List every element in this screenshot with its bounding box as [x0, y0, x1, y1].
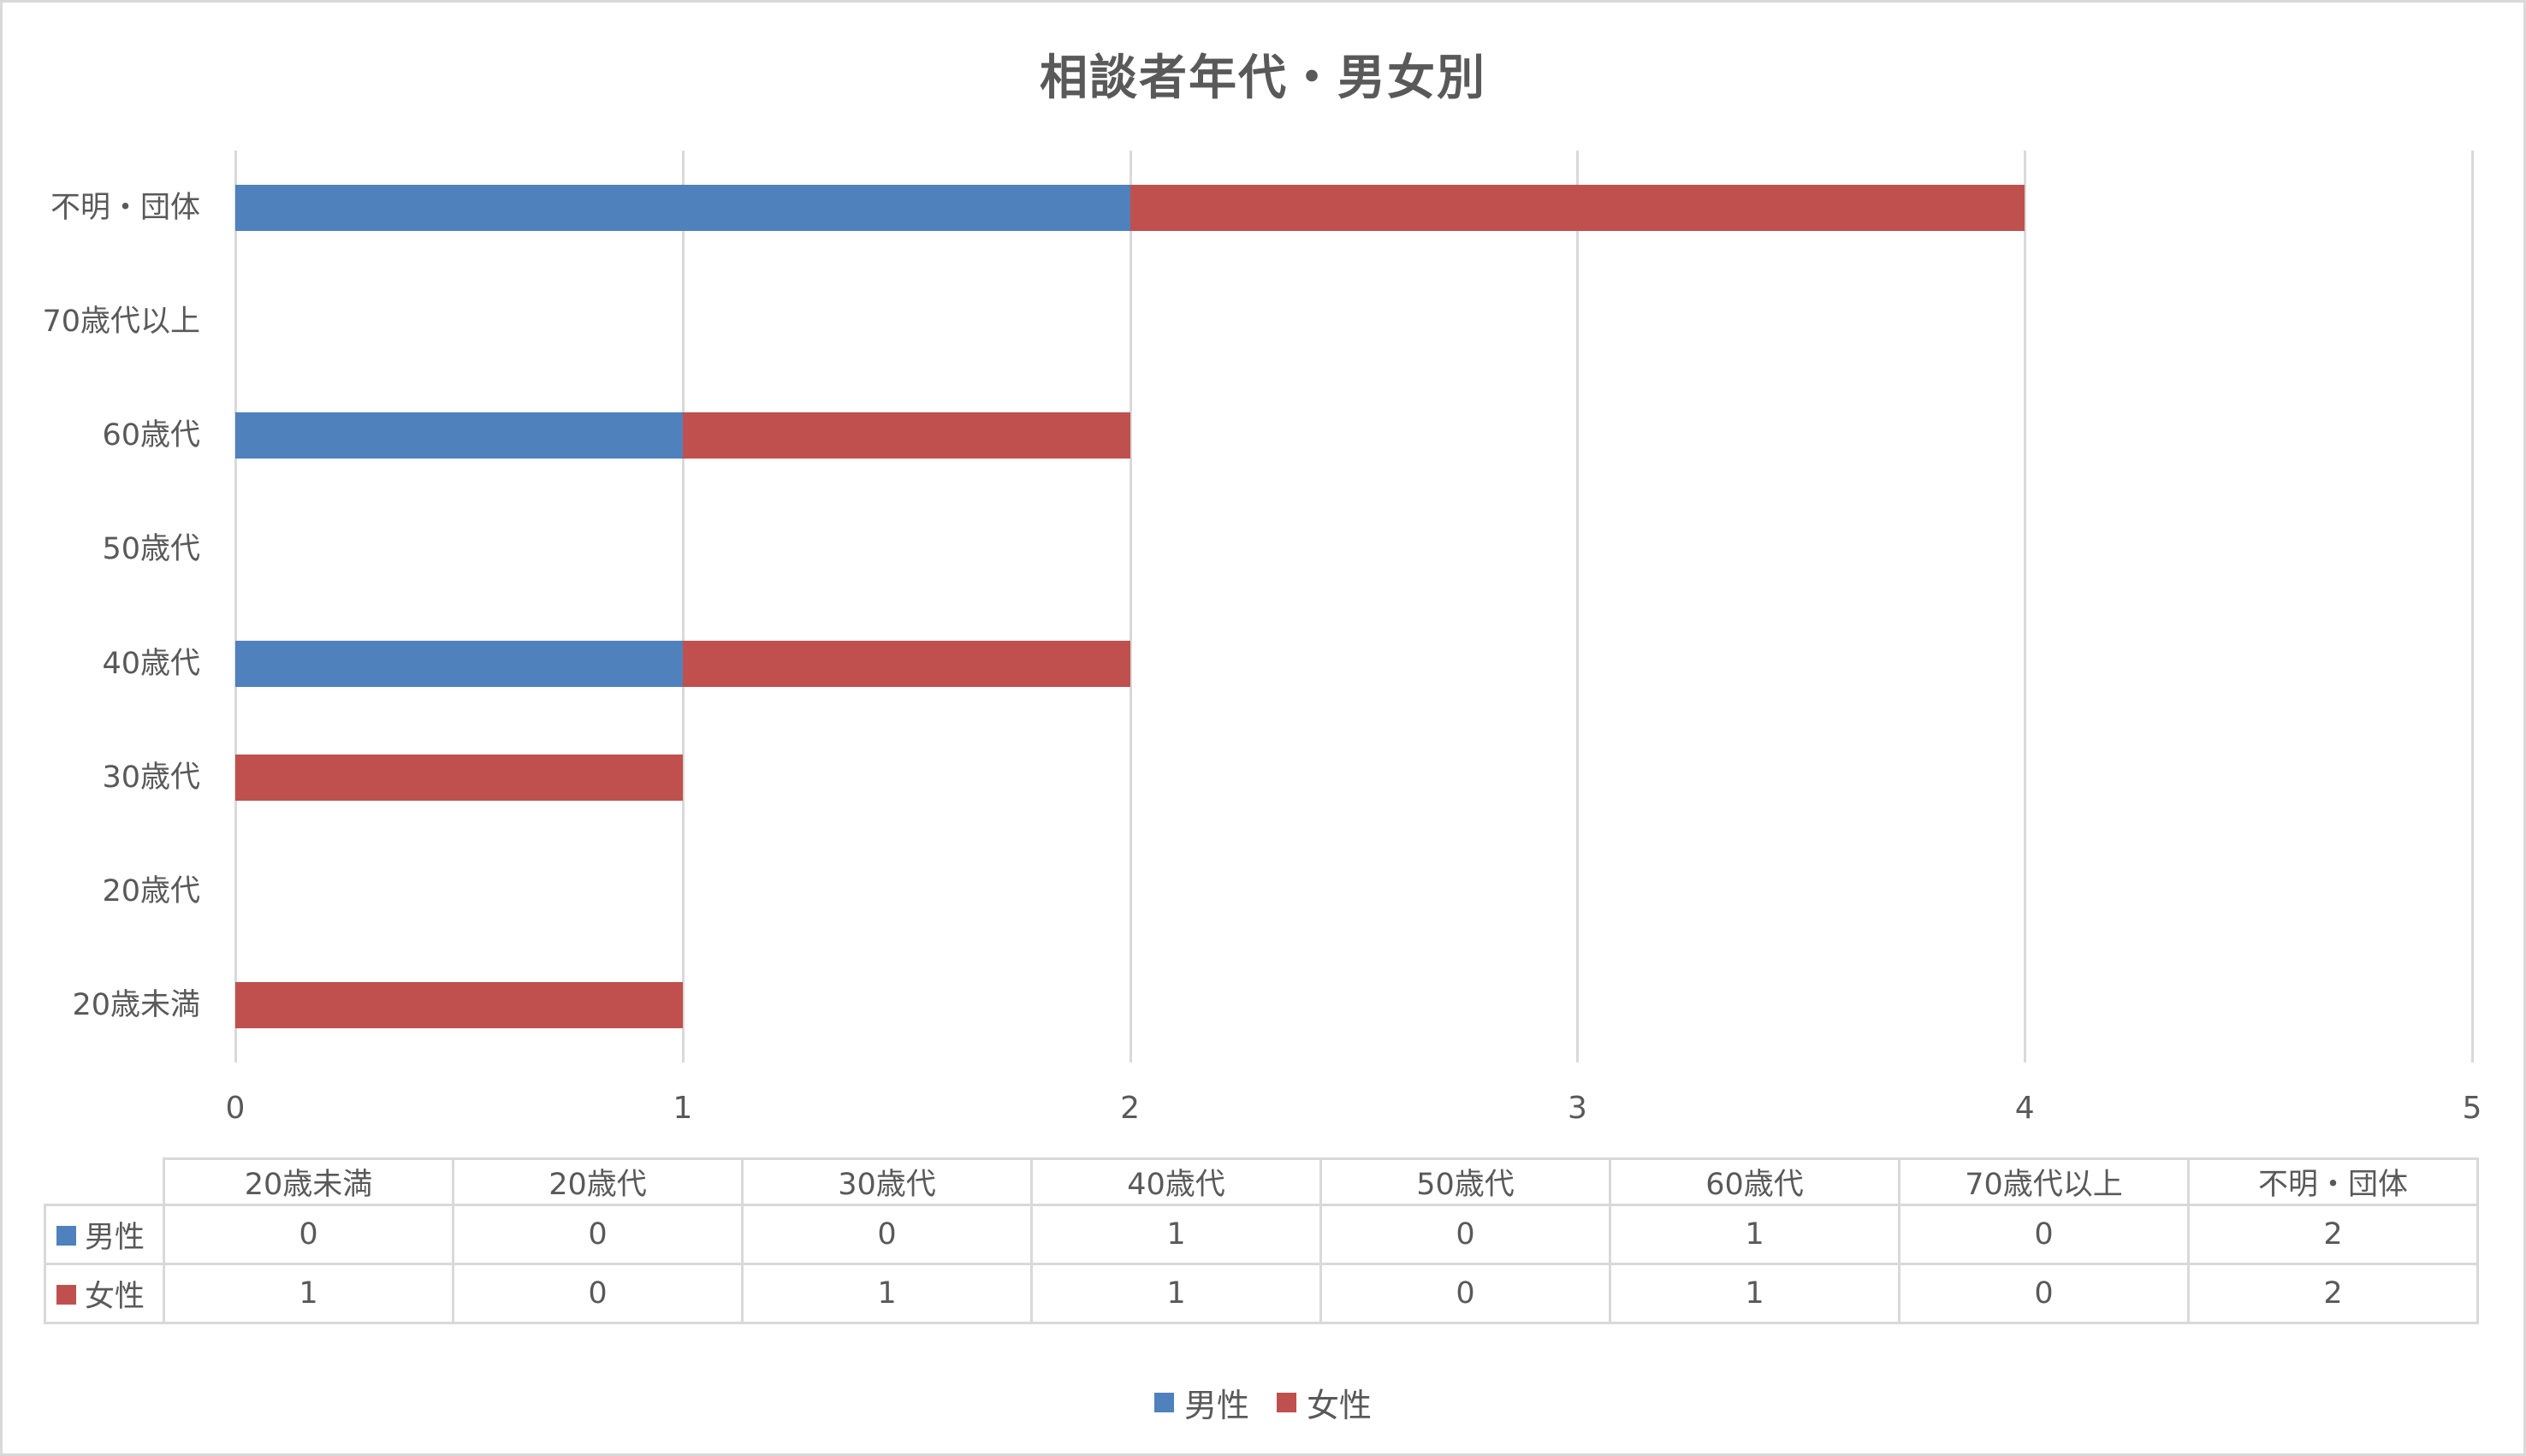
row-label: 女性	[85, 1279, 145, 1314]
bar-segment[interactable]	[682, 640, 1130, 687]
x-axis-tick-label: 0	[225, 1091, 246, 1126]
data-table-cell: 1	[1609, 1263, 1900, 1324]
data-table-row: 女性 1 0 1 1 0 1 0 2	[44, 1263, 2479, 1324]
bar-segment[interactable]	[235, 754, 683, 801]
legend-item-male[interactable]: 男性	[1153, 1379, 1249, 1426]
bar-segment[interactable]	[682, 412, 1130, 459]
legend: 男性 女性	[0, 1379, 2526, 1426]
bar-segment[interactable]	[235, 640, 683, 687]
y-axis-label: 40歳代	[102, 646, 200, 681]
data-table-cell: 0	[1319, 1263, 1611, 1324]
data-table-cell: 1	[1030, 1263, 1322, 1324]
legend-key-icon	[56, 1285, 76, 1305]
data-table-cell: 2	[2187, 1263, 2479, 1324]
legend-swatch-male-icon	[1153, 1393, 1174, 1412]
bar-segment[interactable]	[1130, 184, 2025, 231]
gridline	[1129, 151, 1132, 1062]
data-table-cell: 0	[741, 1204, 1033, 1265]
bar-row	[235, 184, 2025, 231]
chart-title: 相談者年代・男女別	[1040, 50, 1486, 106]
bar-row	[235, 754, 683, 801]
gridline	[2024, 151, 2027, 1062]
x-axis-tick-label: 3	[1567, 1091, 1587, 1126]
data-table-header-cell: 70歳代以上	[1898, 1157, 2190, 1206]
y-axis-label: 20歳代	[102, 874, 200, 909]
data-table-cell: 0	[452, 1204, 744, 1265]
data-table-header-cell: 40歳代	[1030, 1157, 1322, 1206]
data-table-cell: 0	[1898, 1263, 2190, 1324]
y-axis-label: 70歳代以上	[42, 304, 200, 339]
data-table-header-cell: 60歳代	[1609, 1157, 1900, 1206]
data-table-corner	[45, 1159, 164, 1205]
legend-item-female[interactable]: 女性	[1277, 1379, 1372, 1426]
data-table-row-header: 男性	[44, 1204, 165, 1265]
y-axis-label: 不明・団体	[50, 190, 200, 225]
legend-label-male: 男性	[1183, 1387, 1249, 1424]
data-table-cell: 1	[163, 1263, 454, 1324]
bar-segment[interactable]	[235, 412, 683, 459]
data-table-header-row: 20歳未満 20歳代 30歳代 40歳代 50歳代 60歳代 70歳代以上 不明・団体	[45, 1157, 2479, 1206]
data-table-cell: 1	[741, 1263, 1033, 1324]
x-axis-tick-label: 2	[1120, 1091, 1141, 1126]
data-table-header-cell: 20歳代	[452, 1157, 744, 1206]
data-table-cell: 0	[452, 1263, 744, 1324]
bar-segment[interactable]	[235, 982, 683, 1029]
gridline	[2471, 151, 2474, 1062]
legend-swatch-female-icon	[1277, 1393, 1296, 1412]
bar-row	[235, 412, 1130, 459]
data-table: 20歳未満 20歳代 30歳代 40歳代 50歳代 60歳代 70歳代以上 不明・団体 男性 0 0…	[44, 1157, 2479, 1324]
x-axis-tick-label: 5	[2462, 1091, 2482, 1126]
x-axis-tick-label: 4	[2014, 1091, 2035, 1126]
y-axis-label: 60歳代	[102, 418, 200, 453]
data-table-header-cell: 50歳代	[1319, 1157, 1611, 1206]
data-table-row: 男性 0 0 0 1 0 1 0 2	[44, 1204, 2479, 1265]
y-axis-label: 50歳代	[102, 532, 200, 567]
data-table-header-cell: 30歳代	[741, 1157, 1033, 1206]
data-table-cell: 1	[1609, 1204, 1900, 1265]
y-axis-label: 30歳代	[102, 760, 200, 795]
data-table-cell: 0	[163, 1204, 454, 1265]
data-table-cell: 1	[1030, 1204, 1322, 1265]
data-table-header-cell: 20歳未満	[163, 1157, 454, 1206]
gridline	[681, 151, 685, 1062]
data-table-row-header: 女性	[44, 1263, 165, 1324]
y-axis-line	[234, 151, 237, 1062]
legend-key-icon	[56, 1226, 76, 1246]
legend-label-female: 女性	[1307, 1387, 1373, 1424]
x-axis-tick-label: 1	[673, 1091, 693, 1126]
data-table-cell: 0	[1319, 1204, 1611, 1265]
data-table-cell: 0	[1898, 1204, 2190, 1265]
gridline	[1576, 151, 1580, 1062]
y-axis-label: 20歳未満	[72, 988, 200, 1023]
data-table-header-cell: 不明・団体	[2187, 1157, 2479, 1206]
bar-row	[235, 982, 683, 1029]
bar-segment[interactable]	[235, 184, 1130, 231]
plot-area	[234, 151, 2474, 1062]
bar-row	[235, 640, 1130, 687]
data-table-cell: 2	[2187, 1204, 2479, 1265]
row-label: 男性	[85, 1220, 145, 1255]
